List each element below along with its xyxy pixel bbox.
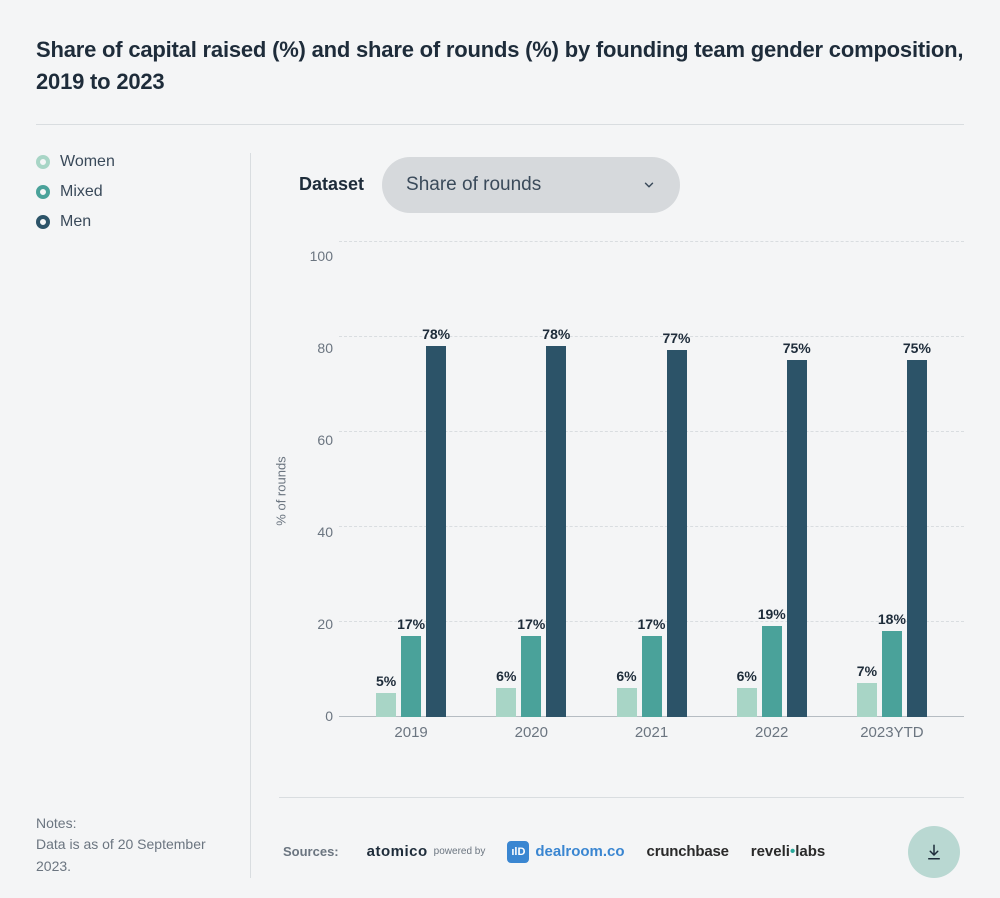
bar-group: 6%19%75% xyxy=(712,241,832,717)
notes-body: Data is as of 20 September 2023. xyxy=(36,834,226,877)
bar-value-label: 18% xyxy=(878,611,906,627)
sources-label: Sources: xyxy=(283,844,339,859)
legend-item-label: Women xyxy=(60,153,115,171)
ytick-label: 80 xyxy=(317,340,333,356)
bar-men: 75% xyxy=(907,360,927,717)
legend-item-women[interactable]: Women xyxy=(36,153,226,171)
xtick-label: 2019 xyxy=(351,724,471,741)
bar-group: 7%18%75% xyxy=(832,241,952,717)
source-dealroom-label: dealroom.co xyxy=(535,843,624,860)
main-panel: Dataset Share of rounds % of rounds 0 20 4… xyxy=(250,153,964,878)
legend-item-label: Mixed xyxy=(60,183,103,201)
bar-value-label: 78% xyxy=(542,326,570,342)
legend-item-men[interactable]: Men xyxy=(36,213,226,231)
bar-men: 78% xyxy=(546,346,566,717)
bar-group: 5%17%78% xyxy=(351,241,471,717)
bar-mixed: 17% xyxy=(521,636,541,717)
bar-value-label: 75% xyxy=(783,340,811,356)
bar-mixed: 17% xyxy=(642,636,662,717)
chart-groups: 5%17%78%6%17%78%6%17%77%6%19%75%7%18%75% xyxy=(339,241,964,717)
notes-heading: Notes: xyxy=(36,813,226,835)
legend-item-label: Men xyxy=(60,213,91,231)
bar-men: 78% xyxy=(426,346,446,717)
dataset-select-value: Share of rounds xyxy=(406,174,541,196)
source-atomico-label: atomico xyxy=(367,843,428,860)
bar-women: 5% xyxy=(376,693,396,717)
bar-value-label: 6% xyxy=(616,668,636,684)
ytick-label: 20 xyxy=(317,616,333,632)
bar-value-label: 75% xyxy=(903,340,931,356)
sidebar: Women Mixed Men Notes: Data is as of 20 Se… xyxy=(36,153,250,878)
bar-group: 6%17%77% xyxy=(591,241,711,717)
download-icon xyxy=(925,843,943,861)
chevron-down-icon xyxy=(642,178,656,192)
bar-women: 6% xyxy=(496,688,516,717)
bar-value-label: 78% xyxy=(422,326,450,342)
bar-value-label: 17% xyxy=(397,616,425,632)
content-row: Women Mixed Men Notes: Data is as of 20 Se… xyxy=(36,153,964,878)
bar-men: 77% xyxy=(667,350,687,717)
bar-women: 6% xyxy=(617,688,637,717)
ytick-label: 100 xyxy=(310,248,333,264)
legend-marker-icon xyxy=(36,185,50,199)
bar-mixed: 17% xyxy=(401,636,421,717)
bar-value-label: 19% xyxy=(758,606,786,622)
sources-row: Sources: atomico powered by ılD dealroom… xyxy=(279,797,964,878)
source-revelio-label: reveli•labs xyxy=(751,843,825,860)
legend-item-mixed[interactable]: Mixed xyxy=(36,183,226,201)
bar-group: 6%17%78% xyxy=(471,241,591,717)
source-dealroom: ılD dealroom.co xyxy=(507,841,624,863)
chart: % of rounds 020406080100 5%17%78%6%17%78… xyxy=(305,241,964,741)
bar-men: 75% xyxy=(787,360,807,717)
bar-value-label: 17% xyxy=(517,616,545,632)
bar-value-label: 17% xyxy=(637,616,665,632)
bar-value-label: 6% xyxy=(496,668,516,684)
source-atomico-sub: powered by xyxy=(434,846,486,857)
legend: Women Mixed Men xyxy=(36,153,226,231)
bar-value-label: 5% xyxy=(376,673,396,689)
bar-mixed: 19% xyxy=(762,626,782,716)
bar-value-label: 7% xyxy=(857,663,877,679)
ytick-label: 60 xyxy=(317,432,333,448)
bar-value-label: 6% xyxy=(737,668,757,684)
page-title: Share of capital raised (%) and share of… xyxy=(36,34,964,98)
xtick-label: 2022 xyxy=(712,724,832,741)
dataset-label: Dataset xyxy=(299,174,364,195)
dataset-select[interactable]: Share of rounds xyxy=(382,157,680,213)
divider xyxy=(36,124,964,125)
source-revelio: reveli•labs xyxy=(751,843,825,860)
source-crunchbase-label: crunchbase xyxy=(647,843,729,860)
dataset-controls: Dataset Share of rounds xyxy=(299,157,964,213)
chart-ylabel: % of rounds xyxy=(274,456,289,525)
bar-mixed: 18% xyxy=(882,631,902,717)
chart-yaxis: 0 20 40 60 80 100 xyxy=(305,241,339,741)
bar-women: 6% xyxy=(737,688,757,717)
source-atomico: atomico powered by xyxy=(367,843,486,860)
xtick-label: 2021 xyxy=(591,724,711,741)
chart-plot: 5%17%78%6%17%78%6%17%77%6%19%75%7%18%75%… xyxy=(339,241,964,741)
dealroom-badge-icon: ılD xyxy=(507,841,529,863)
xtick-label: 2020 xyxy=(471,724,591,741)
chart-xaxis: 20192020202120222023YTD xyxy=(339,717,964,741)
ytick-label: 0 xyxy=(325,708,333,724)
ytick-label: 40 xyxy=(317,524,333,540)
bar-value-label: 77% xyxy=(662,330,690,346)
notes-block: Notes: Data is as of 20 September 2023. xyxy=(36,813,226,878)
source-crunchbase: crunchbase xyxy=(647,843,729,860)
legend-marker-icon xyxy=(36,155,50,169)
page-root: Share of capital raised (%) and share of… xyxy=(0,0,1000,898)
bar-women: 7% xyxy=(857,683,877,716)
xtick-label: 2023YTD xyxy=(832,724,952,741)
legend-marker-icon xyxy=(36,215,50,229)
download-button[interactable] xyxy=(908,826,960,878)
